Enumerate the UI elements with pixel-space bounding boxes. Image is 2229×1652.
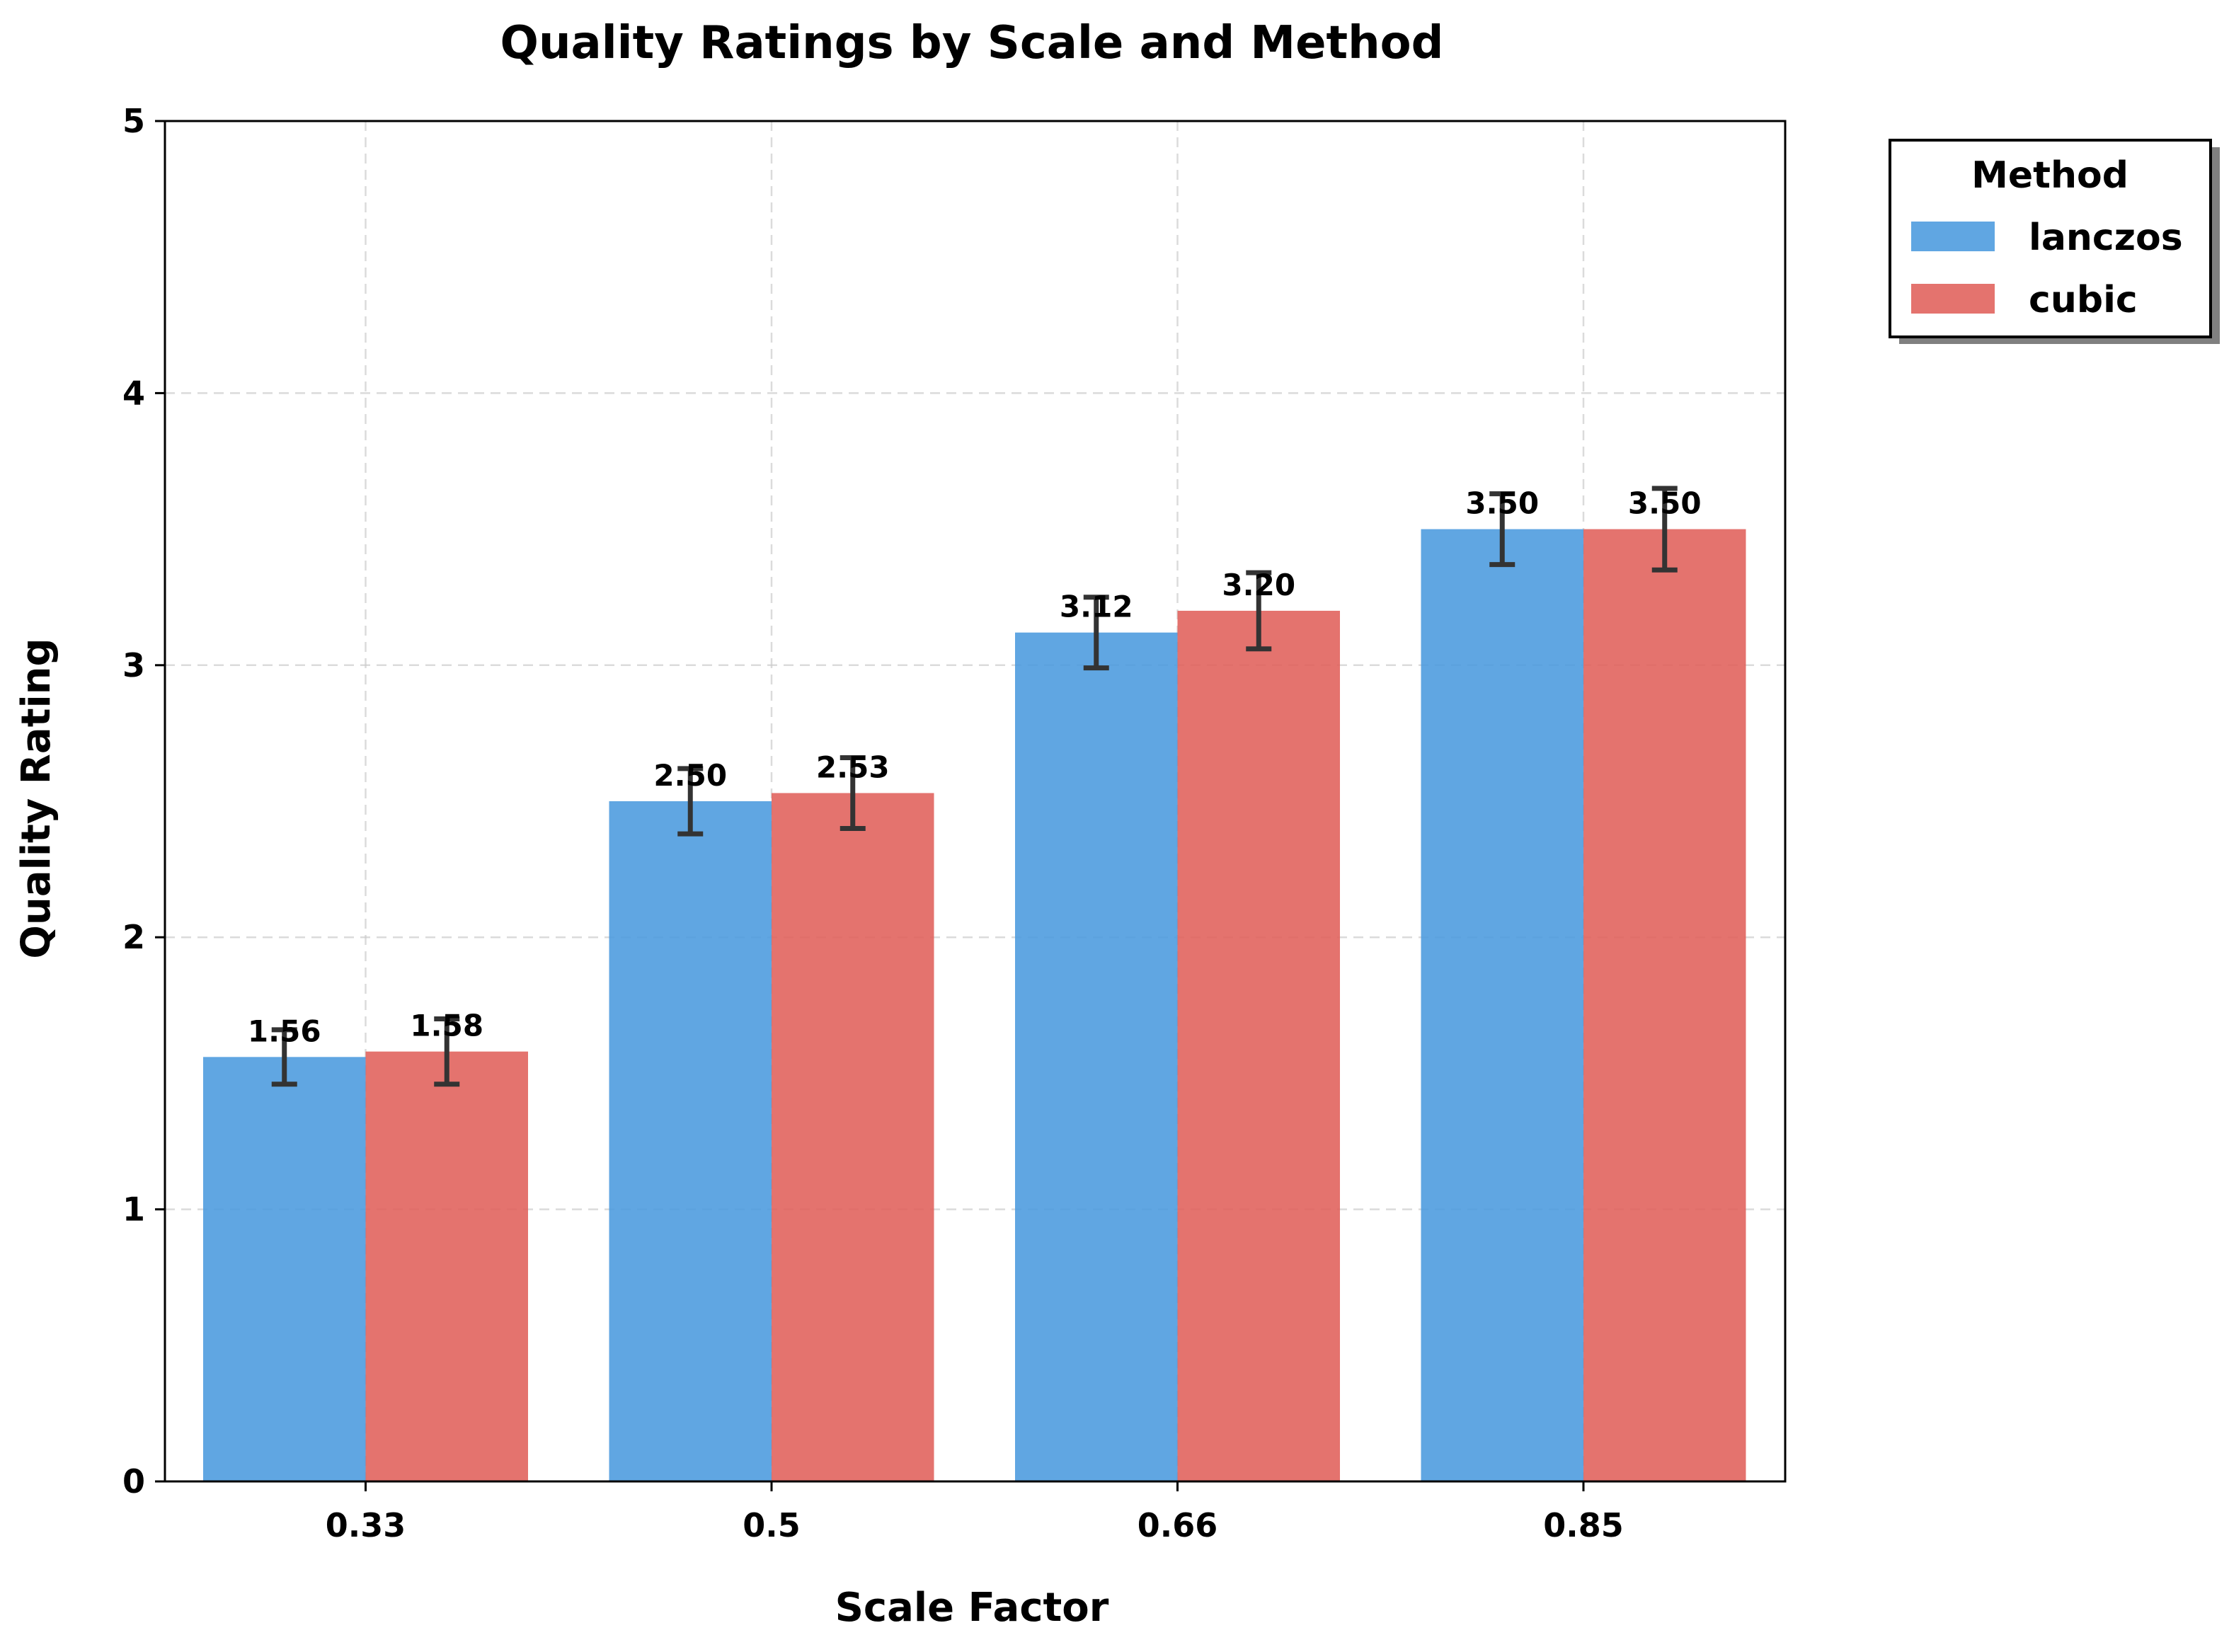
y-tick-label: 2 [122, 918, 145, 956]
value-label: 1.58 [410, 1009, 483, 1043]
bar-lanczos [609, 801, 772, 1481]
bar-lanczos [1421, 529, 1583, 1481]
value-label: 3.50 [1465, 486, 1539, 521]
y-axis-label: Quality Rating [13, 638, 59, 958]
x-tick-label: 0.5 [743, 1506, 801, 1544]
legend-swatch-cubic [1911, 284, 1995, 314]
bar-lanczos [1015, 632, 1178, 1481]
bar-lanczos [203, 1057, 366, 1481]
x-axis-ticks: 0.33 0.5 0.66 0.85 [326, 1481, 1624, 1544]
bar-cubic [365, 1051, 528, 1481]
y-tick-label: 3 [122, 646, 145, 684]
legend: Method lanczos cubic [1889, 139, 2220, 344]
legend-label-cubic: cubic [2029, 279, 2138, 321]
x-axis-label: Scale Factor [835, 1585, 1109, 1631]
value-labels: 1.56 2.50 3.12 3.50 1.58 2.53 3.20 3.50 [248, 486, 1702, 1049]
plot-frame [164, 120, 1787, 1483]
y-tick-label: 4 [122, 374, 145, 412]
x-tick-label: 0.85 [1543, 1506, 1624, 1544]
x-tick-label: 0.33 [326, 1506, 406, 1544]
bar-cubic [1583, 529, 1746, 1481]
error-bars [271, 486, 1678, 1087]
value-label: 3.20 [1222, 568, 1295, 602]
bar-cubic [1177, 610, 1340, 1482]
value-label: 1.56 [248, 1014, 321, 1048]
legend-swatch-lanczos [1911, 222, 1995, 251]
value-label: 2.53 [816, 750, 890, 784]
y-tick-label: 5 [122, 102, 145, 140]
legend-label-lanczos: lanczos [2029, 217, 2183, 259]
bars [203, 529, 1746, 1482]
x-tick-label: 0.66 [1138, 1506, 1218, 1544]
value-label: 2.50 [653, 758, 727, 793]
bar-cubic [772, 793, 934, 1481]
chart-title: Quality Ratings by Scale and Method [500, 17, 1444, 69]
value-label: 3.12 [1060, 590, 1133, 624]
y-tick-label: 0 [122, 1462, 145, 1501]
y-tick-label: 1 [122, 1191, 145, 1229]
value-label: 3.50 [1628, 486, 1702, 521]
legend-title: Method [1971, 154, 2128, 197]
y-axis-ticks: 0 1 2 3 4 5 [122, 102, 165, 1501]
